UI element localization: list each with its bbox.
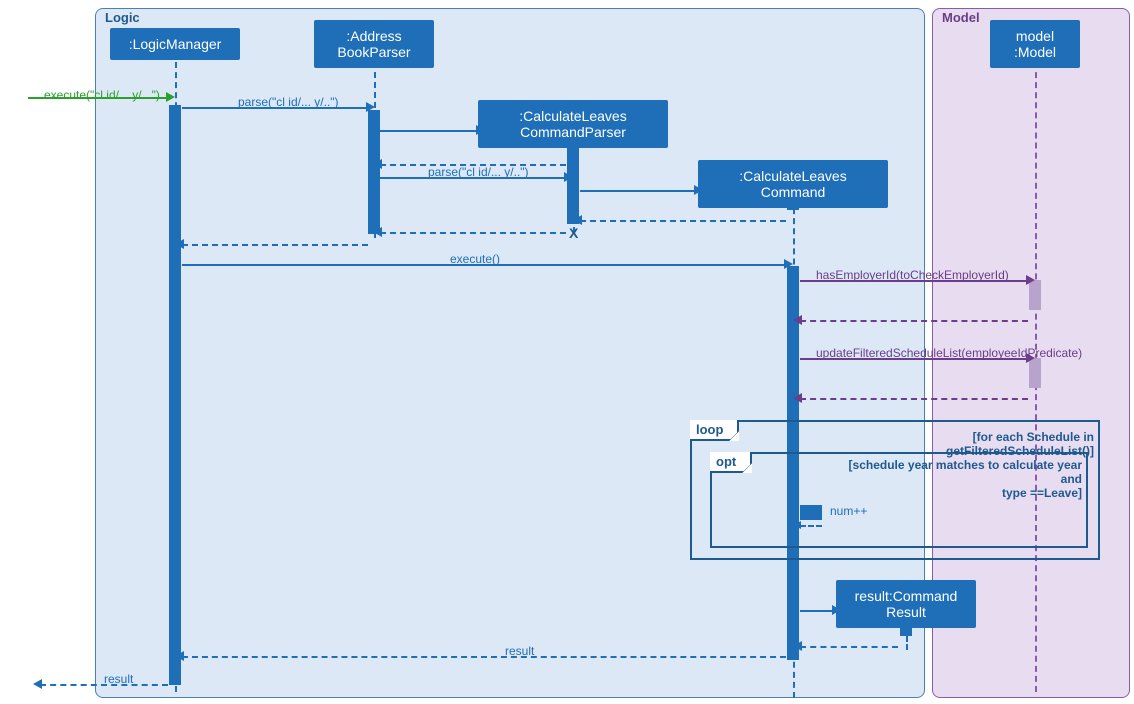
- arrow-head-icon: [33, 679, 42, 689]
- container-label-logic: Logic: [105, 10, 140, 25]
- arrow-head-icon: [784, 259, 793, 269]
- arrow-head-icon: [373, 227, 382, 237]
- message-parse1: parse("cl id/... y/.."): [238, 95, 339, 109]
- message-line: [800, 398, 1028, 400]
- message-parse2: parse("cl id/... y/.."): [428, 165, 529, 179]
- message-line: [182, 244, 368, 246]
- participant-calcCmd: :CalculateLeavesCommand: [698, 160, 888, 208]
- arrow-head-icon: [793, 393, 802, 403]
- message-hasEmpId: hasEmployerId(toCheckEmployerId): [816, 268, 1009, 282]
- message-line: [380, 130, 478, 132]
- fragment-label-loop: loop: [690, 420, 739, 441]
- message-line: [800, 610, 834, 612]
- activation-ap: [368, 110, 380, 234]
- arrow-head-icon: [564, 172, 573, 182]
- message-line: [800, 646, 898, 648]
- message-execute_in: execute("cl id/... y/..."): [44, 88, 160, 102]
- participant-logicManager: :LogicManager: [110, 28, 240, 60]
- arrow-head-icon: [832, 605, 841, 615]
- message-updateList: updateFilteredScheduleList(employeeIdPre…: [816, 346, 1082, 360]
- participant-calcParser: :CalculateLeavesCommandParser: [478, 100, 668, 148]
- arrow-head-icon: [166, 92, 175, 102]
- message-line: [182, 656, 786, 658]
- arrow-head-icon: [366, 102, 375, 112]
- message-result1: result: [505, 644, 534, 658]
- participant-modelObj: model:Model: [990, 20, 1080, 68]
- fragment-guard-opt: [schedule year matches to calculate year…: [830, 458, 1082, 500]
- arrow-head-icon: [573, 215, 582, 225]
- activation-cp: [567, 142, 579, 224]
- fragment-label-opt: opt: [710, 452, 752, 473]
- participant-cmdResult: result:CommandResult: [836, 580, 976, 628]
- message-line: [380, 232, 566, 234]
- activation-lm: [169, 105, 181, 685]
- arrow-head-icon: [476, 125, 485, 135]
- participant-addrParser: :AddressBookParser: [314, 20, 434, 68]
- arrow-head-icon: [793, 641, 802, 651]
- message-line: [580, 220, 786, 222]
- arrow-head-icon: [793, 315, 802, 325]
- message-line: [800, 320, 1028, 322]
- message-result2: result: [104, 672, 133, 686]
- arrow-head-icon: [175, 651, 184, 661]
- destroy-icon: X: [569, 225, 578, 241]
- container-label-model: Model: [942, 10, 980, 25]
- message-execute2: execute(): [450, 252, 500, 266]
- message-line: [580, 190, 696, 192]
- arrow-head-icon: [694, 185, 703, 195]
- arrow-head-icon: [1026, 275, 1035, 285]
- arrow-head-icon: [373, 159, 382, 169]
- arrow-head-icon: [175, 239, 184, 249]
